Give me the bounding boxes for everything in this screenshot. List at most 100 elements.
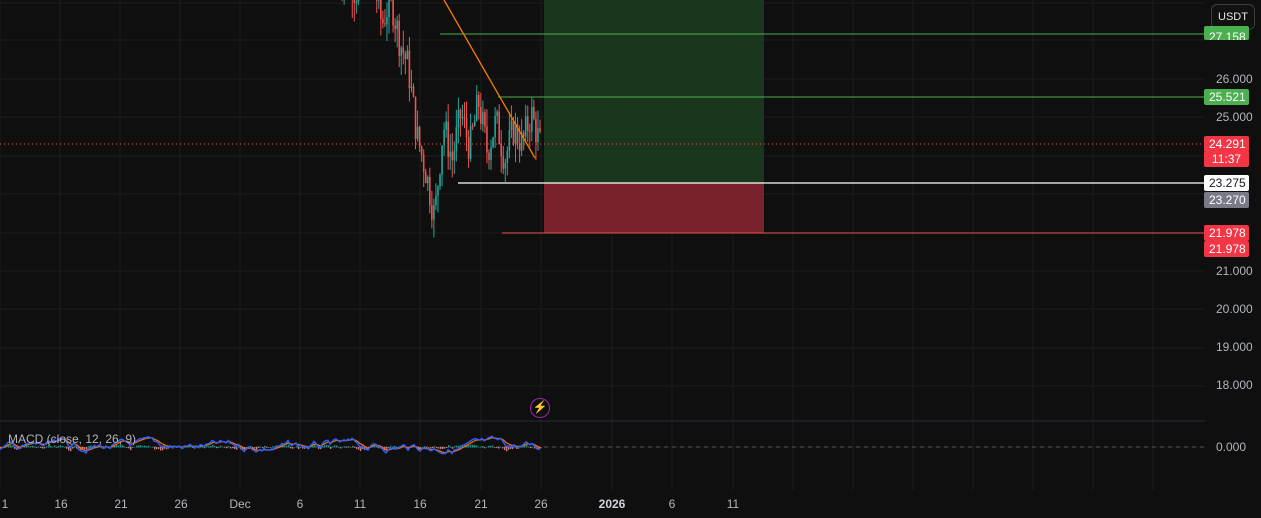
- candle-body: [384, 23, 386, 25]
- candle-body: [408, 50, 411, 89]
- lightning-icon[interactable]: ⚡: [530, 398, 550, 418]
- macd-histogram-bar: [298, 447, 300, 450]
- candle-body: [418, 126, 421, 147]
- macd-histogram-bar: [354, 447, 356, 448]
- macd-histogram-bar: [328, 445, 330, 448]
- candle-body: [471, 126, 474, 128]
- macd-histogram-bar: [386, 447, 388, 451]
- macd-histogram-bar: [284, 445, 286, 448]
- macd-histogram-bar: [442, 447, 444, 450]
- candle-body: [398, 20, 401, 56]
- macd-histogram-bar: [510, 447, 512, 450]
- macd-histogram-bar: [506, 447, 508, 452]
- macd-histogram-bar: [204, 447, 206, 449]
- macd-histogram-bar: [362, 447, 364, 450]
- macd-histogram-bar: [336, 445, 338, 448]
- date-tick: 11: [353, 497, 367, 511]
- candle-body: [461, 117, 464, 119]
- currency-button[interactable]: USDT: [1211, 4, 1255, 30]
- macd-histogram-bar: [342, 446, 344, 448]
- candle-body: [484, 112, 486, 127]
- macd-histogram-bar: [158, 447, 160, 450]
- macd-histogram-bar: [148, 445, 150, 448]
- date-tick: 26: [174, 497, 188, 511]
- macd-histogram-bar: [488, 445, 490, 448]
- macd-histogram-bar: [126, 447, 128, 448]
- candle-body: [477, 95, 480, 107]
- candle-body: [414, 96, 417, 139]
- macd-histogram-bar: [36, 447, 38, 448]
- macd-line: [0, 435, 541, 455]
- candle-body: [424, 171, 427, 184]
- macd-histogram-bar: [238, 446, 240, 448]
- macd-histogram-bar: [86, 447, 88, 450]
- macd-histogram-bar: [58, 445, 60, 448]
- candle-body: [533, 106, 535, 119]
- date-tick: 21: [474, 497, 488, 511]
- candle-body: [504, 163, 507, 169]
- macd-histogram-bar: [50, 446, 52, 448]
- macd-histogram-bar: [200, 445, 202, 448]
- macd-histogram-bar: [256, 447, 258, 450]
- macd-histogram-bar: [42, 447, 44, 449]
- macd-histogram-bar: [76, 447, 78, 449]
- candle-body: [539, 128, 541, 132]
- macd-histogram-bar: [132, 447, 134, 448]
- candle-body: [463, 117, 466, 119]
- macd-histogram-bar: [146, 446, 148, 448]
- macd-histogram-bar: [28, 446, 30, 448]
- macd-histogram-bar: [324, 444, 326, 448]
- stop-loss-tag: 21.978: [1204, 225, 1249, 241]
- date-tick: 16: [54, 497, 68, 511]
- macd-histogram-bar: [424, 446, 426, 448]
- macd-histogram-bar: [486, 446, 488, 448]
- price-tick: 26.000: [1216, 72, 1253, 86]
- position-zones: [544, 0, 764, 234]
- macd-histogram-bar: [478, 446, 480, 448]
- candle-body: [437, 186, 439, 196]
- macd-histogram-bar: [214, 445, 216, 448]
- candle-body: [406, 50, 409, 60]
- candle-body: [400, 47, 403, 56]
- macd-histogram-bar: [66, 447, 68, 449]
- macd-histogram-bar: [522, 446, 524, 448]
- macd-histogram-bar: [152, 446, 154, 448]
- macd-histogram-bar: [118, 445, 120, 448]
- macd-histogram-bar: [236, 447, 238, 450]
- candle-body: [496, 111, 498, 116]
- date-tick: 2026: [598, 497, 626, 511]
- macd-histogram-bar: [470, 444, 472, 448]
- macd-histogram-bar: [348, 446, 350, 448]
- candle-body: [433, 205, 435, 220]
- candle-body: [451, 151, 454, 161]
- candle-body: [518, 143, 521, 151]
- macd-histogram-bar: [450, 446, 452, 448]
- macd-histogram-bar: [360, 447, 362, 452]
- macd-histogram-bar: [436, 447, 438, 449]
- macd-histogram-bar: [492, 445, 494, 448]
- candle-body: [510, 120, 513, 131]
- candle-body: [382, 19, 384, 24]
- macd-histogram-bar: [422, 446, 424, 448]
- price-tick: 19.000: [1216, 340, 1253, 354]
- candle-body: [465, 118, 468, 138]
- macd-histogram-bar: [300, 447, 302, 448]
- macd-histogram-bar: [74, 445, 76, 448]
- macd-histogram-bar: [264, 445, 266, 448]
- macd-histogram-bar: [396, 447, 398, 448]
- macd-pane: [0, 435, 542, 455]
- price-tick: 18.000: [1216, 378, 1253, 392]
- macd-histogram-bar: [164, 447, 166, 449]
- macd-histogram-bar: [162, 447, 164, 451]
- candle-body: [449, 151, 452, 157]
- macd-histogram-bar: [188, 446, 190, 448]
- macd-histogram-bar: [254, 447, 256, 449]
- candle-body: [378, 0, 380, 1]
- macd-histogram-bar: [176, 447, 178, 448]
- macd-histogram-bar: [330, 447, 332, 449]
- macd-histogram-bar: [252, 447, 254, 449]
- macd-histogram-bar: [140, 445, 142, 448]
- macd-histogram-bar: [316, 446, 318, 448]
- macd-histogram-bar: [8, 444, 10, 448]
